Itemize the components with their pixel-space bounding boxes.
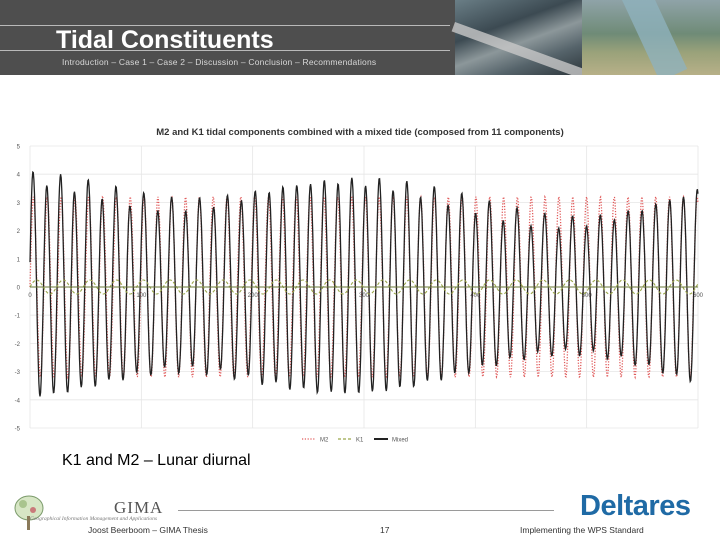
- y-tick-label: -5: [15, 427, 21, 433]
- y-tick-label: 5: [17, 145, 21, 151]
- chart-grid: [29, 145, 699, 429]
- header-rule-top: [0, 25, 450, 26]
- x-tick-label: 600: [693, 293, 704, 299]
- x-axis-ticks: 0 100 200 300 400 500 600: [28, 293, 703, 299]
- x-tick-label: 300: [359, 293, 370, 299]
- x-tick-label: 400: [470, 293, 481, 299]
- footer-author: Joost Beerboom – GIMA Thesis: [88, 525, 208, 535]
- chart-svg: M2 and K1 tidal components combined with…: [15, 127, 704, 444]
- y-tick-label: 4: [17, 173, 21, 179]
- y-tick-label: -4: [15, 398, 21, 404]
- footer-rule: [178, 510, 554, 511]
- gima-tree-icon: [14, 495, 44, 530]
- bridge-photo: [451, 0, 587, 75]
- footer-title: Implementing the WPS Standard: [520, 525, 644, 535]
- y-tick-label: -3: [15, 370, 21, 376]
- y-tick-label: 0: [17, 286, 21, 292]
- legend-label-mixed: Mixed: [392, 438, 408, 444]
- page-number: 17: [380, 525, 390, 535]
- legend-label-m2: M2: [320, 438, 329, 444]
- chart-series: [29, 170, 699, 397]
- x-tick-label: 0: [28, 293, 32, 299]
- y-tick-label: 3: [17, 201, 21, 207]
- header-banner: Tidal Constituents Introduction – Case 1…: [0, 0, 720, 75]
- chart-title: M2 and K1 tidal components combined with…: [156, 127, 564, 138]
- x-tick-label: 500: [582, 293, 593, 299]
- river-aerial-photo: [582, 0, 720, 75]
- tidal-chart: M2 and K1 tidal components combined with…: [10, 118, 710, 448]
- y-tick-label: 2: [17, 229, 21, 235]
- bridge-shape: [451, 22, 587, 75]
- y-axis-ticks: -5 -4 -3 -2 -1 0 1 2 3 4 5: [15, 145, 21, 433]
- x-tick-label: 100: [136, 293, 147, 299]
- gima-wordmark: GIMA: [114, 498, 164, 517]
- y-tick-label: 1: [17, 257, 21, 263]
- breadcrumb: Introduction – Case 1 – Case 2 – Discuss…: [62, 57, 377, 67]
- slide-caption: K1 and M2 – Lunar diurnal: [62, 452, 251, 469]
- series-line-mixed: [29, 170, 699, 397]
- x-tick-label: 200: [248, 293, 259, 299]
- chart-legend: M2 K1 Mixed: [302, 438, 408, 444]
- y-tick-label: -1: [15, 314, 21, 320]
- legend-label-k1: K1: [356, 438, 364, 444]
- river-shape: [622, 0, 688, 75]
- y-tick-label: -2: [15, 342, 21, 348]
- slide-title: Tidal Constituents: [56, 26, 274, 54]
- header-rule-bottom: [0, 50, 450, 51]
- gima-subtitle: Geographical Information Management and …: [30, 516, 157, 522]
- deltares-logo: Deltares: [580, 490, 691, 522]
- gima-logo: [5, 488, 125, 533]
